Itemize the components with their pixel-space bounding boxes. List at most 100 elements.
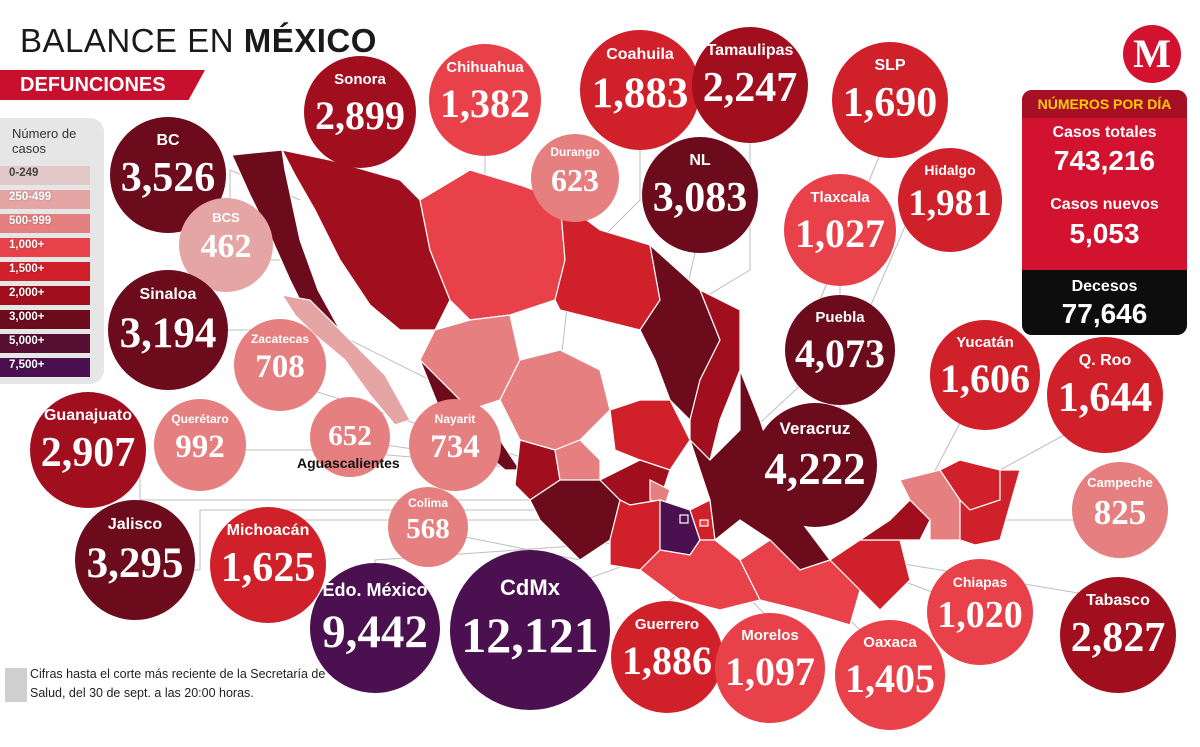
state-circle: Veracruz 4,222: [753, 403, 877, 527]
state-circle: Durango 623: [531, 134, 619, 222]
legend-swatch: [0, 214, 90, 233]
stats-panel: NÚMEROS POR DÍA Casos totales 743,216 Ca…: [1022, 90, 1187, 335]
state-circle: CdMx 12,121: [450, 550, 610, 710]
state-value: 708: [255, 348, 305, 385]
legend-swatch: [0, 310, 90, 329]
state-name: Sinaloa: [139, 286, 197, 304]
state-value: 1,625: [220, 545, 316, 592]
state-value: 3,194: [119, 309, 217, 357]
state-name: Guanajuato: [43, 406, 132, 424]
state-name: NL: [689, 151, 711, 169]
state-value: 462: [200, 228, 252, 266]
legend-label: 3,000+: [9, 311, 45, 323]
state-circle: Edo. México 9,442: [310, 563, 440, 693]
deaths-value: 77,646: [1061, 298, 1148, 329]
page-title: BALANCE EN MÉXICO: [20, 22, 377, 60]
legend-title: Número de casos: [12, 126, 77, 156]
legend-item: 0-249: [0, 164, 104, 186]
state-circle: Sonora 2,899: [304, 56, 416, 168]
state-value: 623: [551, 162, 599, 199]
aguascalientes-label: Aguascalientes: [297, 455, 400, 471]
state-name: BCS: [212, 210, 240, 226]
state-circle: Chiapas 1,020: [927, 559, 1033, 665]
legend-item: 500-999: [0, 212, 104, 234]
state-circle: NL 3,083: [642, 137, 758, 253]
legend-item: 1,000+: [0, 236, 104, 258]
state-circle: Sinaloa 3,194: [108, 270, 228, 390]
state-value: 3,526: [120, 155, 216, 202]
deaths-section: Decesos 77,646: [1022, 270, 1187, 335]
state-value: 992: [175, 428, 225, 465]
legend-swatch: [0, 286, 90, 305]
state-circle: Puebla 4,073: [785, 295, 895, 405]
state-name: Campeche: [1087, 474, 1153, 490]
state-value: 3,083: [652, 175, 748, 222]
state-name: Hidalgo: [924, 162, 976, 179]
state-value: 1,690: [842, 80, 938, 127]
legend-label: 1,500+: [9, 263, 45, 275]
milenio-logo: M: [1123, 25, 1181, 83]
footnote-marker: [5, 668, 27, 702]
subtitle-banner: DEFUNCIONES: [0, 70, 205, 100]
state-name: CdMx: [500, 575, 560, 600]
state-circle: Yucatán 1,606: [930, 320, 1040, 430]
legend-swatch: [0, 166, 90, 185]
legend-label: 500-999: [9, 215, 52, 227]
state-value: 4,073: [795, 331, 885, 377]
legend-label: 7,500+: [9, 359, 45, 371]
state-name: Oaxaca: [863, 634, 917, 652]
state-circle: Tlaxcala 1,027: [784, 174, 896, 286]
state-value: 734: [430, 428, 480, 465]
state-value: 9,442: [322, 605, 428, 658]
state-value: 1,020: [937, 594, 1023, 637]
state-value: 825: [1093, 492, 1147, 532]
legend-item: 3,000+: [0, 308, 104, 330]
state-circle: Q. Roo 1,644: [1047, 337, 1163, 453]
map-shapes: [231, 149, 1021, 626]
state-name: Veracruz: [779, 419, 851, 438]
legend-item: 7,500+: [0, 356, 104, 378]
state-value: 2,827: [1070, 615, 1166, 662]
footnote: Cifras hasta el corte más reciente de la…: [30, 667, 326, 700]
state-name: Tamaulipas: [706, 41, 794, 59]
legend-label: 1,000+: [9, 239, 45, 251]
state-name: Tlaxcala: [810, 189, 870, 207]
state-circle: Hidalgo 1,981: [898, 148, 1002, 252]
state-name: Sonora: [334, 71, 386, 89]
new-cases-value: 5,053: [1069, 218, 1140, 249]
state-value: 3,295: [86, 539, 184, 587]
title-bold: MÉXICO: [243, 22, 377, 59]
title-regular: BALANCE EN: [20, 22, 244, 59]
state-name: Edo. México: [322, 579, 428, 600]
legend-item: 250-499: [0, 188, 104, 210]
state-circle: Zacatecas 708: [234, 319, 326, 411]
state-circle: Oaxaca 1,405: [835, 620, 945, 730]
state-circle: Tamaulipas 2,247: [692, 27, 808, 143]
deaths-label: Decesos: [1071, 278, 1138, 295]
state-circle: 652: [310, 397, 390, 477]
legend-swatch: [0, 334, 90, 353]
state-circle: Tabasco 2,827: [1060, 577, 1176, 693]
state-value: 652: [328, 419, 372, 452]
state-value: 1,981: [908, 182, 992, 224]
state-value: 1,886: [622, 638, 712, 684]
state-value: 4,222: [764, 443, 866, 494]
state-circle: Querétaro 992: [154, 399, 246, 491]
state-circle: Chihuahua 1,382: [429, 44, 541, 156]
legend-item: 1,500+: [0, 260, 104, 282]
total-cases-value: 743,216: [1053, 145, 1156, 176]
state-circle: Michoacán 1,625: [210, 507, 326, 623]
state-value: 568: [406, 512, 450, 545]
state-value: 1,097: [725, 649, 815, 695]
legend-swatch: [0, 262, 90, 281]
state-name: Tabasco: [1086, 591, 1150, 609]
state-value: 2,899: [315, 93, 405, 139]
state-name: SLP: [874, 56, 906, 74]
state-value: 12,121: [461, 606, 599, 663]
legend: Número de casos 0-249 250-499 500-999 1,000…: [0, 118, 104, 384]
legend-label: 5,000+: [9, 335, 45, 347]
state-name: Jalisco: [107, 516, 163, 534]
legend-swatch: [0, 238, 90, 257]
